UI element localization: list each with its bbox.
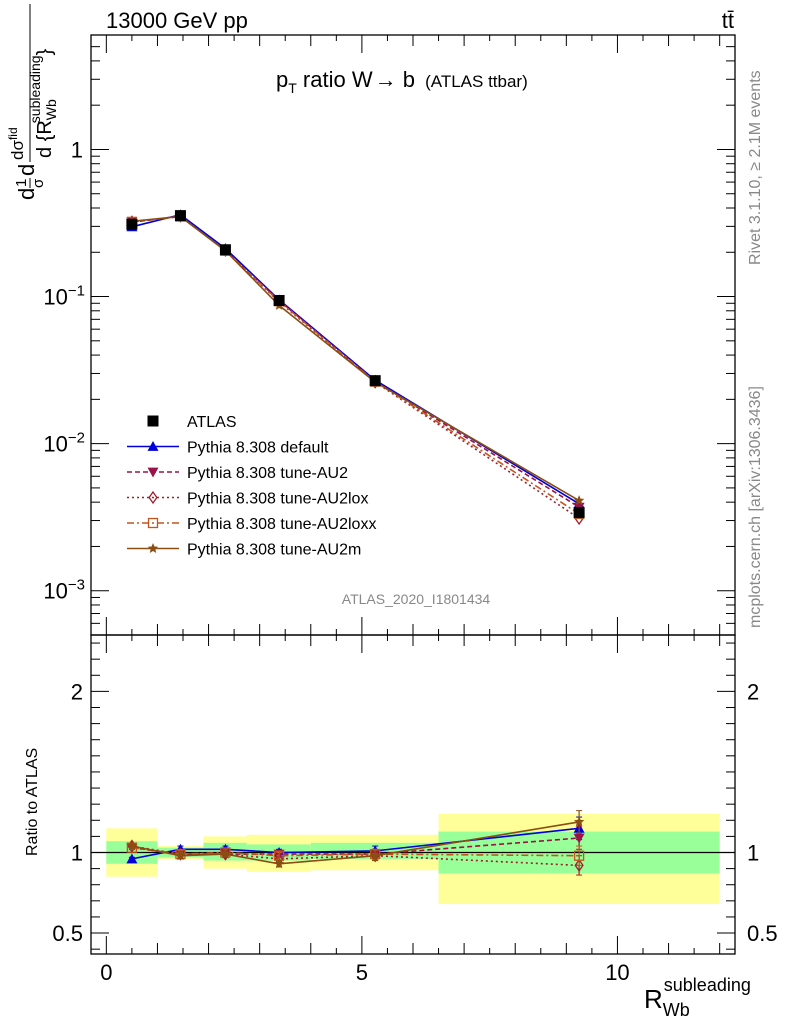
- ratio-series-au2m: [126, 810, 585, 869]
- process-label: tt̄: [722, 8, 734, 33]
- svg-text:dσfid: dσfid: [6, 127, 27, 160]
- svg-text:σ: σ: [30, 178, 47, 188]
- series-au2m: [126, 211, 585, 506]
- x-tick-label: 10: [605, 960, 629, 985]
- ratio-point-au2lox-5: [574, 858, 584, 873]
- legend-marker-default: [147, 441, 159, 451]
- analysis-label: ATLAS_2020_I1801434: [342, 591, 491, 607]
- ratio-point-au2m-3: [273, 858, 285, 869]
- legend-label-default: Pythia 8.308 default: [187, 440, 329, 457]
- ratio-point-au2m-4: [369, 850, 381, 861]
- ratio-y-tick-label-right: 0.5: [747, 921, 778, 946]
- point-atlas-1: [174, 210, 186, 222]
- mcplots-watermark: mcplots.cern.ch [arXiv:1306.3436]: [747, 386, 764, 628]
- main-panel: 1 10−1 10−2 10−3 pT ratio W→ b (ATLAS ttbar…: [6, 4, 736, 636]
- point-atlas-0: [126, 218, 138, 230]
- x-tick-label: 5: [356, 960, 368, 985]
- plot-title: pT ratio W→ b (ATLAS ttbar): [276, 67, 528, 96]
- ratio-y-tick-label-right: 1: [747, 841, 759, 866]
- series-atlas: [126, 210, 585, 519]
- ratio-point-au2m-5: [573, 816, 585, 827]
- ratio-line-default: [131, 827, 580, 860]
- legend-marker-atlas: [147, 415, 159, 427]
- legend-marker-au2lox: [148, 490, 158, 505]
- legend-label-au2m: Pythia 8.308 tune-AU2m: [187, 542, 361, 559]
- energy-label: 13000 GeV pp: [106, 8, 248, 33]
- rivet-watermark: Rivet 3.1.10, ≥ 2.1M events: [747, 70, 764, 265]
- legend-marker-au2: [147, 467, 159, 478]
- legend-label-au2lox: Pythia 8.308 tune-AU2lox: [187, 491, 368, 508]
- ratio-y-tick-label-left: 2: [71, 679, 83, 704]
- ratio-y-tick-label-left: 0.5: [52, 921, 83, 946]
- x-tick-label: 0: [100, 960, 112, 985]
- point-au2m-5: [573, 495, 585, 506]
- series-line-default: [131, 213, 580, 505]
- svg-text:d {RWbsubleading}: d {RWbsubleading}: [27, 48, 59, 158]
- legend-label-atlas: ATLAS: [187, 414, 237, 431]
- ratio-point-au2loxx-5: [573, 850, 585, 861]
- ratio-point-default-0: [126, 853, 138, 864]
- point-atlas-4: [369, 375, 381, 387]
- main-y-tick-label: 10−1: [43, 283, 85, 310]
- ratio-frame: [90, 634, 736, 955]
- legend-marker-au2m: [147, 543, 159, 553]
- ratio-y-tick-label-left: 1: [71, 841, 83, 866]
- main-y-tick-label: 10−3: [43, 577, 85, 604]
- svg-text:d: d: [14, 164, 39, 176]
- main-y-axis-label: d 1 σ d dσfid d {RWbsubleading}: [6, 4, 59, 200]
- ratio-point-au2-5: [573, 833, 585, 844]
- ratio-point-au2m-0: [126, 840, 138, 851]
- x-axis-label: RWbsubleading: [644, 975, 751, 1020]
- svg-text:d: d: [14, 188, 39, 200]
- point-atlas-5: [573, 507, 585, 519]
- legend-label-au2: Pythia 8.308 tune-AU2: [187, 465, 348, 482]
- ratio-point-au2m-2: [220, 848, 231, 859]
- ratio-line-au2m: [131, 821, 580, 865]
- main-y-tick-label: 10−2: [43, 430, 85, 457]
- ratio-y-axis-label: Ratio to ATLAS: [24, 748, 41, 856]
- ratio-panel: 0.5 0.5 1 1 2 2 0 5 10 Ratio to ATLAS RWbsublead…: [24, 634, 778, 1020]
- main-y-tick-label: 1: [71, 137, 83, 162]
- series-line-au2m: [131, 215, 580, 502]
- point-atlas-2: [219, 244, 231, 256]
- ratio-y-tick-label-right: 2: [747, 679, 759, 704]
- point-atlas-3: [273, 294, 285, 306]
- legend: ATLAS Pythia 8.308 default Pythia 8.308 tu…: [127, 414, 376, 559]
- legend-marker-au2loxx: [147, 517, 159, 529]
- legend-label-au2loxx: Pythia 8.308 tune-AU2loxx: [187, 516, 376, 533]
- ratio-line-au2loxx: [131, 846, 580, 857]
- svg-text:1: 1: [13, 179, 30, 187]
- ratio-point-au2m-1: [175, 850, 186, 861]
